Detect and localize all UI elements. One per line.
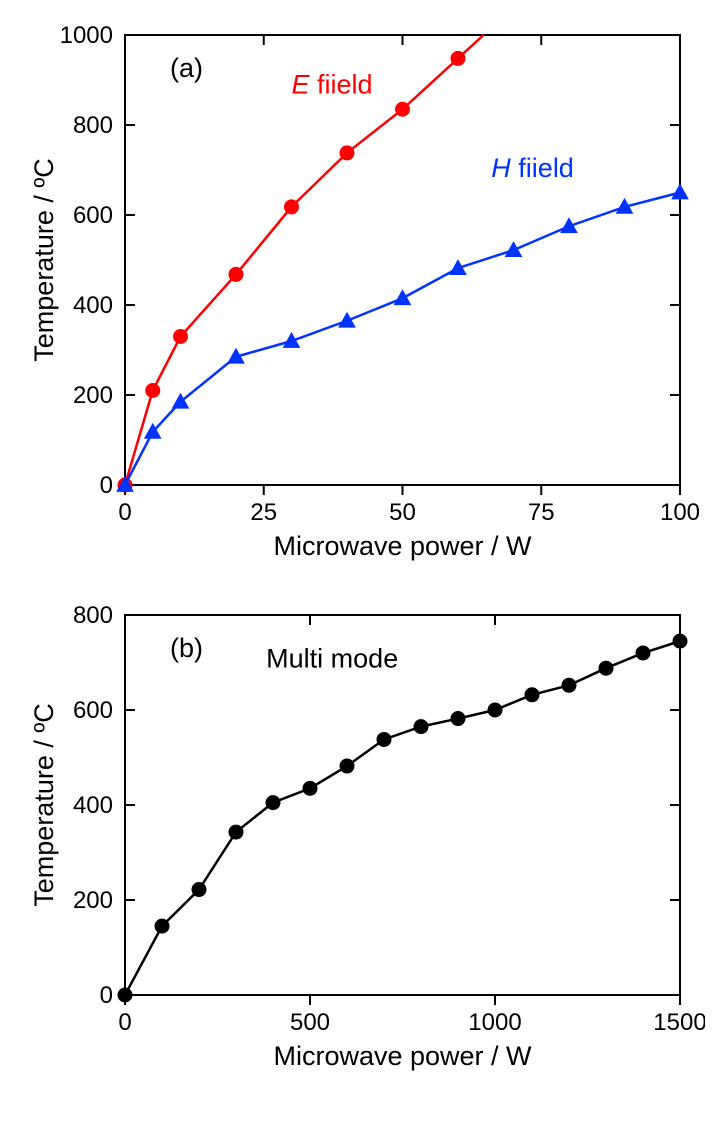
panel-a: 025507510002004006008001000Microwave pow… bbox=[20, 20, 705, 570]
svg-text:Temperature / ºC: Temperature / ºC bbox=[29, 703, 59, 906]
svg-text:800: 800 bbox=[73, 112, 113, 139]
svg-text:600: 600 bbox=[73, 697, 113, 724]
svg-text:E fiield: E fiield bbox=[292, 70, 373, 100]
svg-text:400: 400 bbox=[73, 292, 113, 319]
svg-text:25: 25 bbox=[250, 499, 277, 526]
svg-text:1000: 1000 bbox=[60, 22, 113, 49]
svg-text:Microwave power / W: Microwave power / W bbox=[273, 1041, 532, 1071]
panel-b: 0 500 1000 1500 0 200 400 600 800 Microwave power… bbox=[20, 600, 705, 1080]
svg-text:(b): (b) bbox=[170, 633, 203, 663]
svg-text:600: 600 bbox=[73, 202, 113, 229]
svg-text:800: 800 bbox=[73, 602, 113, 629]
svg-text:Temperature / ºC: Temperature / ºC bbox=[29, 158, 59, 361]
svg-text:0: 0 bbox=[100, 982, 113, 1009]
svg-text:500: 500 bbox=[290, 1009, 330, 1036]
svg-text:0: 0 bbox=[118, 499, 131, 526]
svg-text:1000: 1000 bbox=[468, 1009, 521, 1036]
svg-text:0: 0 bbox=[100, 472, 113, 499]
svg-text:50: 50 bbox=[389, 499, 416, 526]
svg-text:200: 200 bbox=[73, 887, 113, 914]
svg-text:200: 200 bbox=[73, 382, 113, 409]
svg-text:0: 0 bbox=[118, 1009, 131, 1036]
svg-text:Microwave power / W: Microwave power / W bbox=[273, 531, 532, 561]
svg-text:H fiield: H fiield bbox=[491, 153, 574, 183]
svg-text:(a): (a) bbox=[170, 53, 203, 83]
svg-text:75: 75 bbox=[528, 499, 555, 526]
svg-text:400: 400 bbox=[73, 792, 113, 819]
svg-text:1500: 1500 bbox=[653, 1009, 705, 1036]
svg-text:Multi mode: Multi mode bbox=[266, 643, 398, 673]
svg-text:100: 100 bbox=[660, 499, 700, 526]
